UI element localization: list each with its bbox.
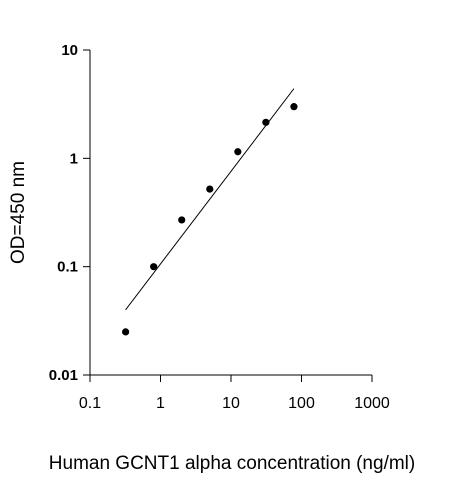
data-point — [206, 185, 214, 193]
x-tick-label: 100 — [288, 395, 315, 412]
x-tick-label: 0.1 — [79, 395, 101, 412]
x-tick-label: 1 — [156, 395, 165, 412]
data-point — [150, 263, 158, 271]
x-tick-label: 1000 — [354, 395, 390, 412]
y-tick-label: 0.1 — [57, 259, 78, 276]
x-axis-ticks: 0.1 1 10 100 1000 — [79, 375, 390, 412]
data-point — [122, 328, 130, 336]
series-layer — [122, 88, 298, 336]
y-tick-label: 10 — [61, 42, 78, 59]
y-tick-label: 0.01 — [49, 367, 78, 384]
x-axis-title: Human GCNT1 alpha concentration (ng/ml) — [49, 453, 415, 474]
y-tick-label: 1 — [70, 150, 78, 167]
y-axis-title: OD=450 nm — [8, 161, 29, 264]
y-axis-ticks: 0.01 0.1 1 10 — [49, 42, 90, 384]
data-point — [262, 118, 270, 126]
data-point — [178, 216, 186, 224]
data-point — [234, 148, 242, 156]
x-tick-label: 10 — [222, 395, 240, 412]
data-point — [290, 103, 298, 111]
